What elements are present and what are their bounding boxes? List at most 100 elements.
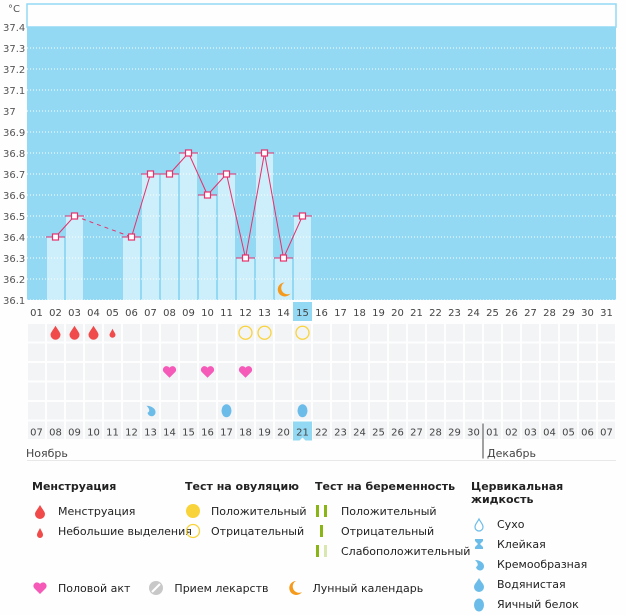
ovulation-negative-icon <box>257 325 272 340</box>
marker-cell <box>332 382 349 400</box>
marker-cell <box>161 402 178 420</box>
legend-title: Тест на беременность <box>315 480 456 493</box>
x-tick-label: 31 <box>600 308 613 319</box>
date-label: 04 <box>543 428 556 439</box>
x-tick-label: 29 <box>562 308 575 319</box>
marker-cell <box>256 363 273 381</box>
marker-cell <box>180 421 197 439</box>
legend-cervical: Цервикальная жидкость Сухо Клейкая Кремо… <box>471 480 626 614</box>
marker-cell <box>446 324 463 342</box>
marker-cell <box>427 382 444 400</box>
marker-cell <box>47 363 64 381</box>
legend-item: Лунный календарь <box>287 578 423 598</box>
marker-cell <box>180 382 197 400</box>
legend-item: Клейкая <box>471 534 626 554</box>
temperature-line-segment <box>283 215 303 259</box>
creamy-icon <box>471 556 487 572</box>
marker-cell <box>199 421 216 439</box>
date-label: 02 <box>505 428 518 439</box>
ovulation-negative-icon <box>238 325 253 340</box>
x-tick-label: 12 <box>239 308 252 319</box>
marker-cell <box>256 402 273 420</box>
marker-cell <box>313 343 330 361</box>
legend-item: Прием лекарств <box>148 578 269 598</box>
marker-cell <box>313 324 330 342</box>
legend-item: Положительный <box>185 501 307 521</box>
x-tick-label: 22 <box>429 308 442 319</box>
date-label: 17 <box>220 428 233 439</box>
date-label: 30 <box>467 428 480 439</box>
legend-item: Отрицательный <box>185 521 307 541</box>
marker-cell <box>427 402 444 420</box>
plot-top-band <box>26 3 617 28</box>
marker-cell <box>579 382 596 400</box>
marker-cell <box>522 421 539 439</box>
temperature-point <box>146 170 155 178</box>
marker-cell <box>256 343 273 361</box>
marker-cell <box>560 343 577 361</box>
date-label: 14 <box>163 428 176 439</box>
dry-drop-icon <box>471 516 487 532</box>
marker-cell <box>275 324 292 342</box>
x-tick-label: 30 <box>581 308 594 319</box>
marker-cell <box>85 421 102 439</box>
menstruation-drop-icon <box>88 325 99 340</box>
plot-area <box>27 27 616 300</box>
marker-cell <box>66 402 83 420</box>
marker-cell <box>370 382 387 400</box>
x-tick-label: 23 <box>448 308 461 319</box>
marker-cell <box>218 382 235 400</box>
marker-cell <box>218 421 235 439</box>
marker-cell <box>104 402 121 420</box>
temperature-bar <box>256 153 273 300</box>
temperature-line-segment <box>74 215 132 238</box>
date-label: 29 <box>448 428 461 439</box>
legend-pregnancy: Тест на беременность Положительный Отриц… <box>315 480 470 561</box>
marker-cell <box>465 324 482 342</box>
x-tick-label: 26 <box>505 308 518 319</box>
date-label: 03 <box>524 428 537 439</box>
marker-cell <box>541 382 558 400</box>
temperature-bar <box>218 174 235 300</box>
marker-cell <box>579 324 596 342</box>
x-tick-label: 05 <box>106 308 119 319</box>
heart-icon <box>162 366 177 378</box>
marker-cell <box>256 382 273 400</box>
marker-cell <box>161 382 178 400</box>
marker-cell <box>85 382 102 400</box>
x-tick-label: 02 <box>49 308 62 319</box>
marker-cell <box>161 421 178 439</box>
date-label: 27 <box>410 428 423 439</box>
menstruation-drop-icon <box>69 325 80 340</box>
marker-cell <box>503 421 520 439</box>
marker-cell <box>28 363 45 381</box>
y-tick-label: 36.6 <box>3 191 25 202</box>
marker-cell <box>579 421 596 439</box>
marker-cell <box>180 402 197 420</box>
marker-cell <box>332 402 349 420</box>
marker-cell <box>123 363 140 381</box>
marker-cell <box>484 363 501 381</box>
marker-cell <box>522 324 539 342</box>
marker-cell <box>85 402 102 420</box>
two-bars-icon <box>315 503 331 519</box>
marker-cell <box>199 402 216 420</box>
temperature-line-segment <box>188 152 208 196</box>
legend-other: Половой акт Прием лекарств Лунный календ… <box>32 578 423 598</box>
marker-cell <box>142 382 159 400</box>
marker-cell <box>389 402 406 420</box>
marker-cell <box>313 382 330 400</box>
temperature-bar <box>123 237 140 300</box>
date-label: 07 <box>600 428 613 439</box>
x-tick-label: 20 <box>391 308 404 319</box>
x-tick-label: 08 <box>163 308 176 319</box>
marker-cell <box>579 402 596 420</box>
heart-icon <box>32 580 48 596</box>
marker-cell <box>275 382 292 400</box>
marker-cell <box>47 421 64 439</box>
today-cell <box>293 421 312 441</box>
marker-cell <box>598 343 615 361</box>
marker-cell <box>484 421 501 439</box>
marker-cell <box>218 363 235 381</box>
marker-cell <box>104 343 121 361</box>
